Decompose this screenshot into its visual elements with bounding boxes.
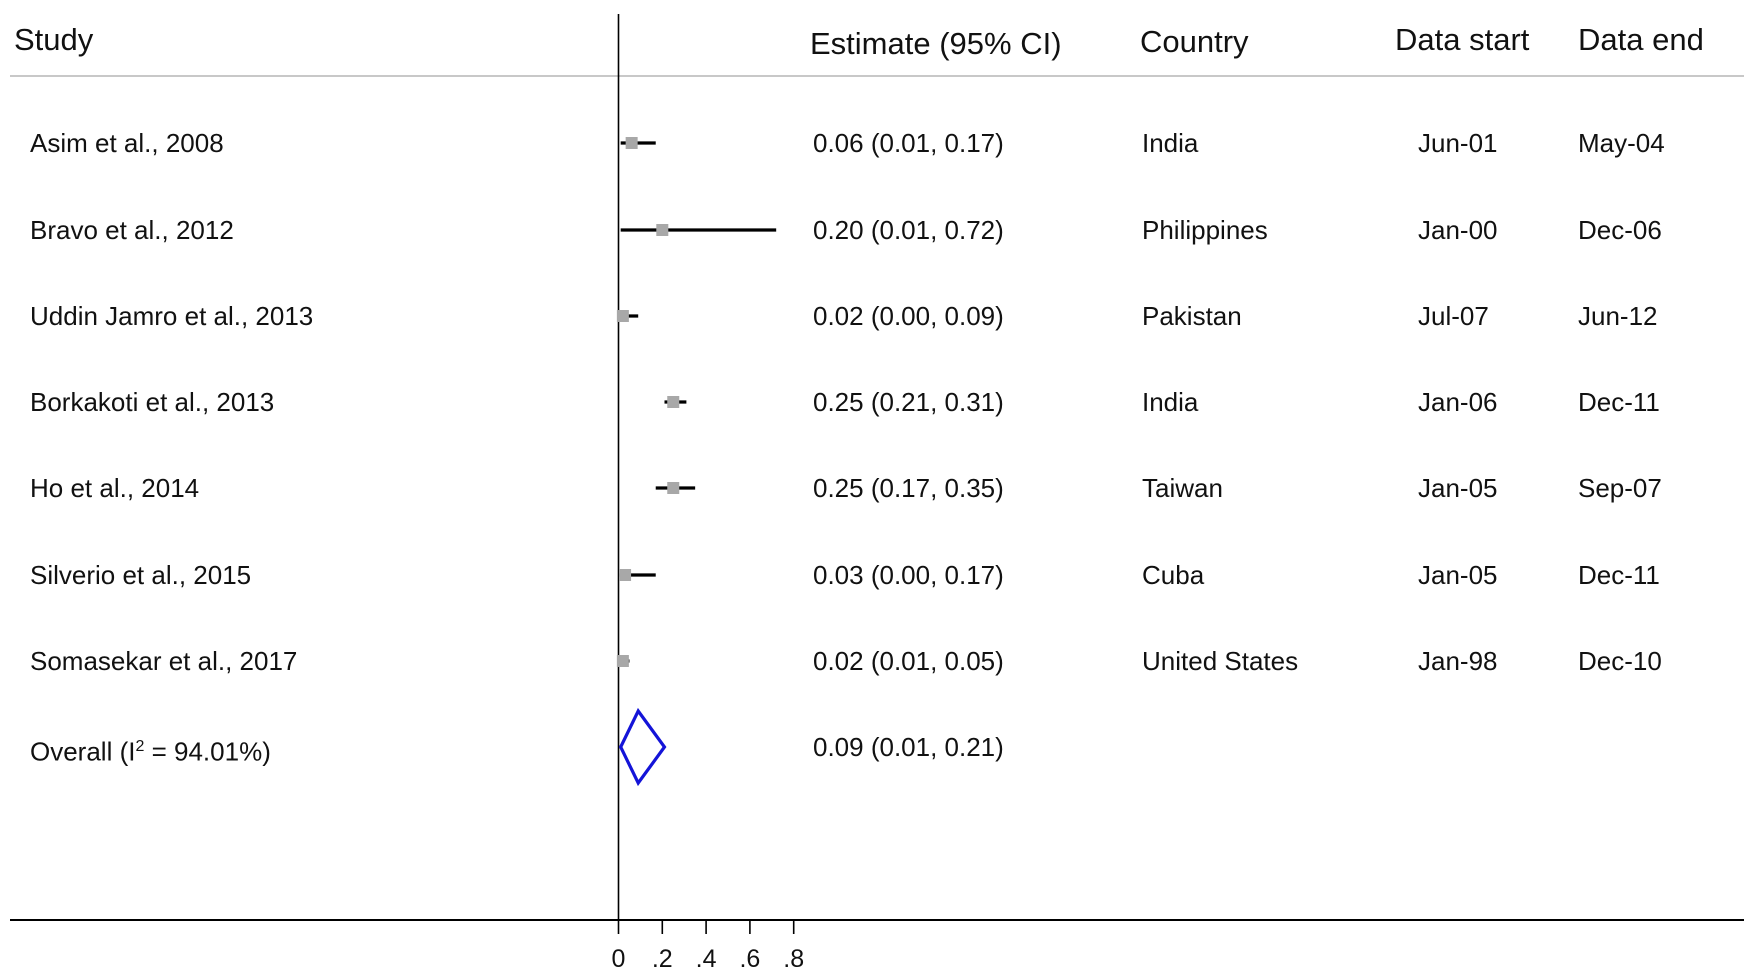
country: Cuba [1142,560,1205,590]
point-estimate-marker [619,569,632,581]
country: Taiwan [1142,473,1223,503]
overall-label-suffix: = 94.01%) [144,736,271,767]
study-name: Ho et al., 2014 [30,473,200,503]
data-start: Jan-00 [1418,215,1498,245]
country: United States [1142,646,1299,676]
data-end: Dec-11 [1578,560,1660,590]
data-end: Dec-06 [1578,215,1662,245]
x-axis-ticks: 0 .2 .4 .6 .8 [612,920,804,970]
estimate-text: 0.02 (0.00, 0.09) [813,301,1004,331]
estimate-text: 0.25 (0.21, 0.31) [813,387,1004,417]
data-end: Sep-07 [1578,473,1662,503]
header-study: Study [14,22,94,57]
estimate-text: 0.03 (0.00, 0.17) [813,560,1004,590]
x-tick-label: .6 [739,945,760,970]
data-start: Jul-07 [1418,301,1489,331]
country: India [1142,128,1199,158]
x-tick-label: .8 [783,945,804,970]
overall-diamond [618,707,667,787]
data-end: Jun-12 [1578,301,1658,331]
estimate-text: 0.20 (0.01, 0.72) [813,215,1004,245]
header-country: Country [1140,24,1249,59]
study-name: Borkakoti et al., 2013 [30,387,275,417]
data-start: Jan-05 [1418,473,1498,503]
data-start: Jan-98 [1418,646,1498,676]
ci-marks [616,137,777,787]
overall-label-prefix: Overall (I [30,736,136,767]
header-data-end: Data end [1578,22,1704,57]
x-tick-label: 0 [612,945,626,970]
overall-estimate-text: 0.09 (0.01, 0.21) [813,732,1004,762]
estimate-text: 0.02 (0.01, 0.05) [813,646,1004,676]
estimate-text: 0.06 (0.01, 0.17) [813,128,1004,158]
point-estimate-marker [667,396,680,408]
data-end: Dec-11 [1578,387,1660,417]
study-name: Uddin Jamro et al., 2013 [30,301,314,331]
estimate-text: 0.25 (0.17, 0.35) [813,473,1004,503]
country: Philippines [1142,215,1268,245]
header-estimate: Estimate (95% CI) [810,26,1062,61]
data-start: Jun-01 [1418,128,1498,158]
point-estimate-marker [616,310,629,322]
point-estimate-marker [667,482,680,494]
data-start: Jan-05 [1418,560,1498,590]
study-name: Asim et al., 2008 [30,128,224,158]
data-end: May-04 [1578,128,1665,158]
point-estimate-marker [625,137,638,149]
overall-label: Overall (I2 = 94.01%) [30,732,271,767]
overall-label-superscript: 2 [135,738,145,755]
point-estimate-marker [656,224,669,236]
study-name: Bravo et al., 2012 [30,215,234,245]
header-data-start: Data start [1395,22,1530,57]
country: Pakistan [1142,301,1242,331]
study-name: Silverio et al., 2015 [30,560,252,590]
x-tick-label: .4 [696,945,717,970]
point-estimate-marker [616,655,629,667]
data-start: Jan-06 [1418,387,1498,417]
country: India [1142,387,1199,417]
study-name: Somasekar et al., 2017 [30,646,298,676]
x-tick-label: .2 [652,945,673,970]
data-end: Dec-10 [1578,646,1662,676]
